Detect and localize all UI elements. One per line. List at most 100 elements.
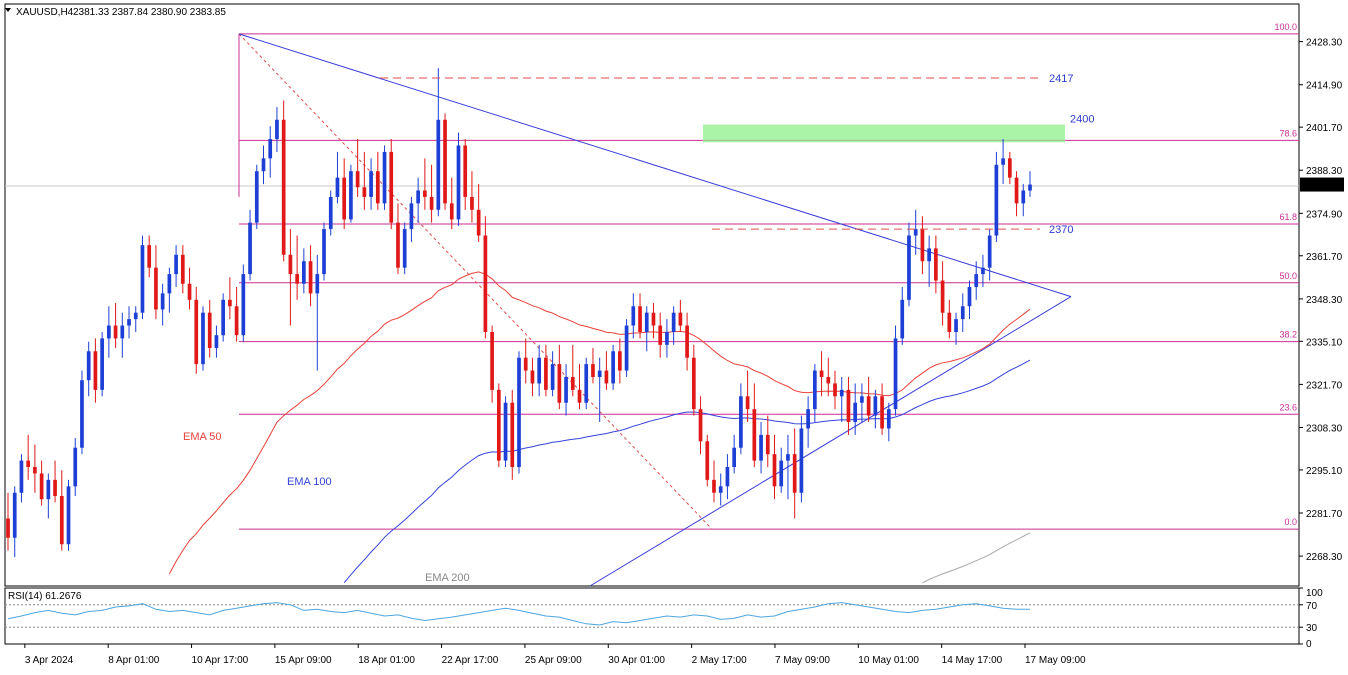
candle-body <box>833 383 837 397</box>
candle-body <box>792 454 797 493</box>
candle-body <box>490 331 494 390</box>
candle-body <box>913 229 918 236</box>
candle-body <box>638 306 642 332</box>
ascending-trendline[interactable] <box>589 296 1072 587</box>
candle-body <box>382 151 387 204</box>
time-tick-label: 7 May 09:00 <box>775 655 830 666</box>
candle-body <box>712 479 716 493</box>
candle-body <box>591 364 595 377</box>
candle-body <box>147 245 152 268</box>
candle-body <box>288 254 293 275</box>
candle-body <box>26 460 31 468</box>
candle-body <box>886 409 891 429</box>
candle-body <box>261 158 266 172</box>
candle-body <box>423 190 427 197</box>
time-tick-label: 14 May 17:00 <box>942 655 1003 666</box>
candle-body <box>470 196 474 210</box>
candle-body <box>819 370 824 377</box>
candle-body <box>241 274 246 336</box>
ema200-label: EMA 200 <box>425 572 470 584</box>
candle-body <box>254 171 259 223</box>
candle-body <box>530 370 535 384</box>
rsi-tick-label: 100 <box>1306 588 1323 599</box>
candle-body <box>671 312 676 332</box>
candle-body <box>315 274 320 294</box>
candle-body <box>301 261 306 284</box>
candle-body <box>167 274 172 294</box>
candle-body <box>517 357 521 468</box>
candle-body <box>66 486 71 545</box>
fib-level-label: 38.2 <box>1279 330 1297 340</box>
collapse-arrow-icon[interactable] <box>5 8 11 12</box>
candle-body <box>93 351 98 390</box>
candle-body <box>133 312 138 320</box>
price-levels[interactable]: 2417 2400 2370 <box>380 73 1094 236</box>
candle-body <box>967 286 972 307</box>
candle-body <box>691 357 696 410</box>
candle-body <box>53 479 57 496</box>
candle-body <box>564 376 568 403</box>
candle-body <box>234 306 239 336</box>
time-tick-label: 17 May 09:00 <box>1025 655 1086 666</box>
fib-level-label: 78.6 <box>1279 128 1297 138</box>
candle-body <box>39 473 44 500</box>
resistance-zone[interactable] <box>703 124 1065 143</box>
candle-body <box>631 306 636 326</box>
candle-body <box>510 402 515 468</box>
candle-body <box>927 248 931 262</box>
candle-body <box>772 454 777 487</box>
candle-body <box>436 119 441 210</box>
candle-body <box>718 486 723 493</box>
candle-body <box>846 389 851 423</box>
candle-body <box>537 357 542 384</box>
candle-body <box>409 203 414 230</box>
price-tick-label: 2348.30 <box>1306 295 1343 306</box>
candle-body <box>402 229 407 268</box>
candle-body <box>127 319 131 326</box>
candle-body <box>651 312 656 326</box>
candle-body <box>80 380 84 448</box>
rsi-line <box>7 602 1030 626</box>
candle-body <box>907 235 911 300</box>
candle-body <box>33 467 37 474</box>
candle-body <box>248 222 252 275</box>
rsi-panel[interactable]: RSI(14) 61.2676 100 70 30 0 <box>5 587 1323 650</box>
candle-body <box>1001 158 1005 165</box>
price-tick-label: 2388.30 <box>1306 166 1343 177</box>
time-tick-label: 2 May 17:00 <box>692 655 747 666</box>
candle-body <box>920 229 925 262</box>
candle-body <box>940 280 945 313</box>
candle-body <box>275 119 279 140</box>
descending-trendline[interactable] <box>238 33 1072 298</box>
candle-body <box>570 376 575 390</box>
candle-body <box>6 518 10 538</box>
candle-body <box>389 151 394 223</box>
candle-body <box>1014 177 1019 204</box>
rsi-tick-label: 30 <box>1306 623 1318 634</box>
candle-body <box>698 409 703 442</box>
candle-body <box>900 299 905 339</box>
candle-body <box>725 467 730 487</box>
candle-body <box>1028 184 1032 191</box>
resistance-zone-rect[interactable] <box>703 124 1065 143</box>
level-label-2370: 2370 <box>1049 224 1073 236</box>
time-axis[interactable]: 3 Apr 2024 8 Apr 01:00 10 Apr 17:00 15 Apr … <box>24 644 1086 666</box>
price-axis[interactable]: 2428.30 2414.90 2401.70 2388.30 2374.90 2361.… <box>1299 38 1344 563</box>
candle-body <box>12 492 17 538</box>
fibonacci-retracement[interactable]: 100.0 78.6 61.8 50.0 38.2 23.6 0.0 <box>238 22 1299 530</box>
candle-body <box>934 248 938 281</box>
candle-body <box>19 460 24 493</box>
price-tick-label: 2295.10 <box>1306 466 1343 477</box>
candle-body <box>503 402 508 461</box>
candle-body <box>611 351 615 384</box>
header-symbol: XAUUSD,H4 <box>16 7 74 18</box>
candle-body <box>375 171 380 204</box>
trendlines[interactable] <box>238 33 1072 587</box>
candle-body <box>799 428 804 493</box>
time-tick-label: 10 Apr 17:00 <box>192 655 249 666</box>
candle-body <box>160 293 165 310</box>
candle-body <box>826 376 831 384</box>
candle-body <box>752 409 757 461</box>
